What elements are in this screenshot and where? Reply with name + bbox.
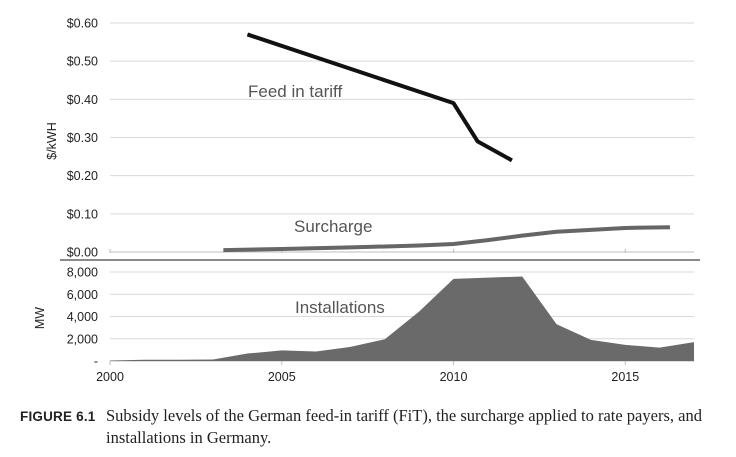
bottom-y-tick-label: 2,000 (67, 332, 98, 346)
installations-area (110, 276, 694, 361)
surcharge-label: Surcharge (294, 217, 372, 236)
top-y-tick-label: $0.40 (67, 93, 98, 107)
surcharge-line (223, 225, 670, 253)
x-tick-label: 2010 (440, 370, 468, 384)
installations-label: Installations (295, 298, 385, 317)
bottom-y-tick-label: 4,000 (67, 310, 98, 324)
x-tick-label: 2000 (96, 370, 124, 384)
installations-chart: - 2,000 4,000 6,000 8,000 MW Installations 2000… (33, 266, 694, 384)
chart-svg: $0.00 $0.10 $0.20 $0.30 $0.40 $0.50 $0.60 $/kWH… (33, 17, 700, 384)
figure-caption: FIGURE 6.1 Subsidy levels of the German … (20, 405, 720, 449)
top-y-tick-label: $0.20 (67, 169, 98, 183)
bottom-y-axis-title: MW (33, 307, 47, 329)
top-y-tick-label: $0.30 (67, 131, 98, 145)
x-tick-label: 2015 (611, 370, 639, 384)
feed-in-tariff-label: Feed in tariff (248, 82, 342, 101)
top-y-tick-label: $0.10 (67, 207, 98, 221)
feed-in-tariff-line (246, 32, 513, 163)
bottom-y-tick-label: - (94, 355, 98, 369)
price-chart: $0.00 $0.10 $0.20 $0.30 $0.40 $0.50 $0.60 $/kWH… (45, 17, 700, 261)
caption-text: Subsidy levels of the German feed-in tar… (106, 406, 702, 447)
top-y-tick-label: $0.00 (67, 246, 98, 260)
top-y-tick-label: $0.60 (67, 17, 98, 31)
bottom-y-tick-label: 6,000 (67, 288, 98, 302)
top-y-axis-title: $/kWH (45, 122, 59, 160)
x-tick-label: 2005 (268, 370, 296, 384)
caption-label: FIGURE 6.1 (20, 409, 96, 424)
top-y-tick-label: $0.50 (67, 55, 98, 69)
bottom-y-tick-label: 8,000 (67, 266, 98, 280)
